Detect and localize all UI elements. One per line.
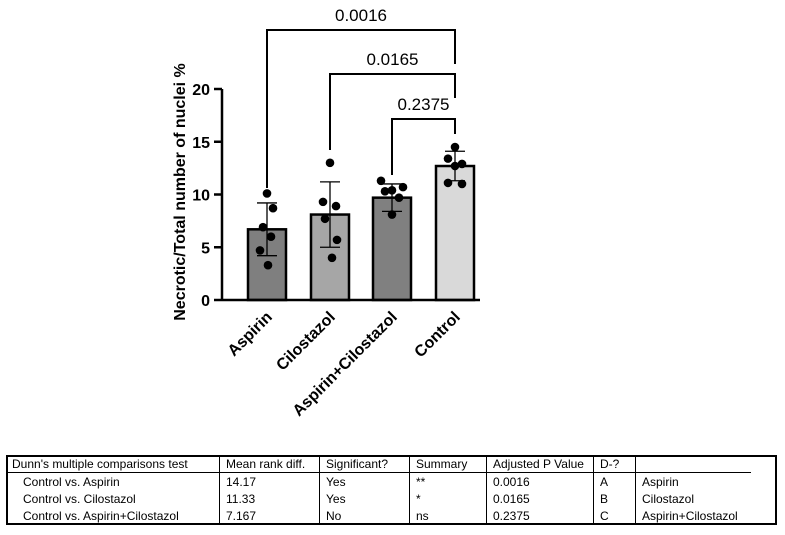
data-point [394,193,404,202]
x-tick-label: Aspirin+Cilostazol [290,309,401,420]
data-point [263,260,273,270]
data-point [450,142,460,152]
data-point [450,161,460,171]
row-group: Aspirin+Cilostazol [635,507,751,524]
data-point [325,158,335,168]
header-mean-rank: Mean rank diff. [219,455,320,473]
row-significant: No [319,507,410,524]
data-point [443,178,453,188]
table-row: Control vs. Aspirin+Cilostazol 7.167 No … [6,507,751,524]
data-point [268,203,278,213]
row-mean-rank: 7.167 [219,507,320,524]
x-tick-label: Aspirin [225,309,276,360]
data-point [380,187,390,196]
stats-table: Dunn's multiple comparisons test Mean ra… [6,455,751,524]
y-tick-label: 20 [192,82,210,99]
data-point [387,210,397,219]
row-adjusted-p: 0.0016 [486,472,594,490]
y-tick-label: 10 [192,188,210,205]
x-tick-label: Control [412,309,464,361]
data-point [266,232,276,241]
row-summary: ** [409,472,487,490]
data-point [327,253,337,263]
data-point [331,201,341,211]
header-significant: Significant? [319,455,410,473]
stats-header-row: Dunn's multiple comparisons test Mean ra… [6,455,751,473]
comparison-bracket [266,29,456,188]
row-d: B [593,490,636,507]
row-summary: * [409,490,487,507]
y-axis-label: Necrotic/Total number of nuclei % [172,63,189,321]
row-test: Control vs. Aspirin [23,474,120,489]
comparison-p-value: 0.0016 [335,6,387,25]
row-test: Control vs. Cilostazol [23,491,136,506]
row-mean-rank: 11.33 [219,490,320,507]
row-d: C [593,507,636,524]
row-group: Aspirin [635,472,751,490]
table-row: Control vs. Aspirin 14.17 Yes ** 0.0016 … [6,472,751,490]
comparison-p-value: 0.2375 [398,95,450,114]
y-tick-label: 0 [201,293,210,310]
header-group [635,455,751,473]
header-summary: Summary [409,455,487,473]
data-point [457,179,467,189]
comparison-bracket [391,118,456,175]
y-tick-label: 15 [192,135,210,152]
row-adjusted-p: 0.2375 [486,507,594,524]
data-point [255,246,265,255]
comparison-p-value: 0.0165 [367,50,419,69]
header-test: Dunn's multiple comparisons test [6,455,220,473]
data-point [457,159,467,169]
row-d: A [593,472,636,490]
data-point [443,154,453,163]
table-row: Control vs. Cilostazol 11.33 Yes * 0.016… [6,490,751,507]
data-point [320,214,330,224]
data-point [376,176,386,186]
header-d: D-? [593,455,636,473]
row-adjusted-p: 0.0165 [486,490,594,507]
x-tick-label: Cilostazol [273,309,338,374]
data-point [332,235,342,245]
data-point [318,197,328,207]
header-adjusted-p: Adjusted P Value [486,455,594,473]
row-significant: Yes [319,472,410,490]
row-mean-rank: 14.17 [219,472,320,490]
row-test: Control vs. Aspirin+Cilostazol [23,508,179,523]
y-tick-label: 5 [201,240,210,257]
row-significant: Yes [319,490,410,507]
comparison-bracket [329,73,456,150]
row-group: Cilostazol [635,490,751,507]
data-point [398,182,408,192]
row-summary: ns [409,507,487,524]
data-point [262,189,272,198]
data-point [387,185,397,195]
bar-control [434,164,476,302]
data-point [258,222,268,232]
